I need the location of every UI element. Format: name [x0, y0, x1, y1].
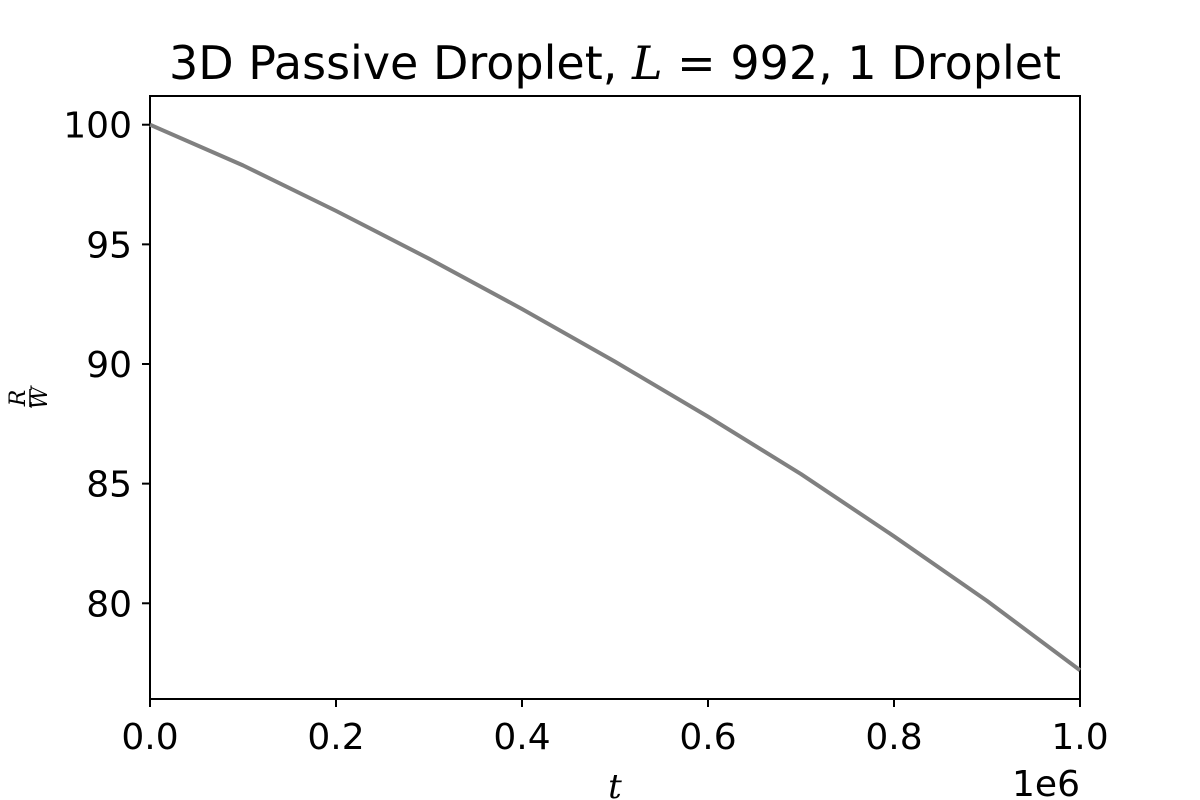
x-offset-label: 1e6: [1012, 764, 1080, 800]
x-tick-label: 1.0: [1051, 717, 1108, 758]
chart-title: 3D Passive Droplet, L = 992, 1 Droplet: [169, 36, 1061, 90]
y-tick-label: 100: [63, 106, 132, 147]
x-axis-label: t: [608, 767, 622, 800]
x-tick-label: 0.8: [865, 717, 922, 758]
chart-title-var: L: [631, 36, 663, 90]
chart-title-suffix: , 1 Droplet: [818, 36, 1061, 90]
y-axis-label-den: W: [28, 384, 53, 409]
plot-area: [149, 95, 1081, 700]
x-tick-label: 0.2: [307, 717, 364, 758]
y-tick-label: 80: [86, 584, 132, 625]
y-axis: 80 85 90 95 100: [63, 106, 150, 625]
chart-title-prefix: 3D Passive Droplet,: [169, 36, 632, 90]
y-tick-label: 90: [86, 345, 132, 386]
chart-title-eq: = 992: [663, 36, 819, 90]
y-axis-label-num: R: [6, 390, 31, 408]
x-tick-label: 0.4: [493, 717, 550, 758]
x-tick-label: 0.0: [121, 717, 178, 758]
y-tick-label: 95: [86, 225, 132, 266]
x-tick-label: 0.6: [679, 717, 736, 758]
x-axis: 0.0 0.2 0.4 0.6 0.8 1.0: [121, 699, 1109, 758]
y-axis-label: R W: [6, 384, 53, 409]
series-line: [149, 122, 1082, 672]
y-tick-label: 85: [86, 465, 132, 506]
